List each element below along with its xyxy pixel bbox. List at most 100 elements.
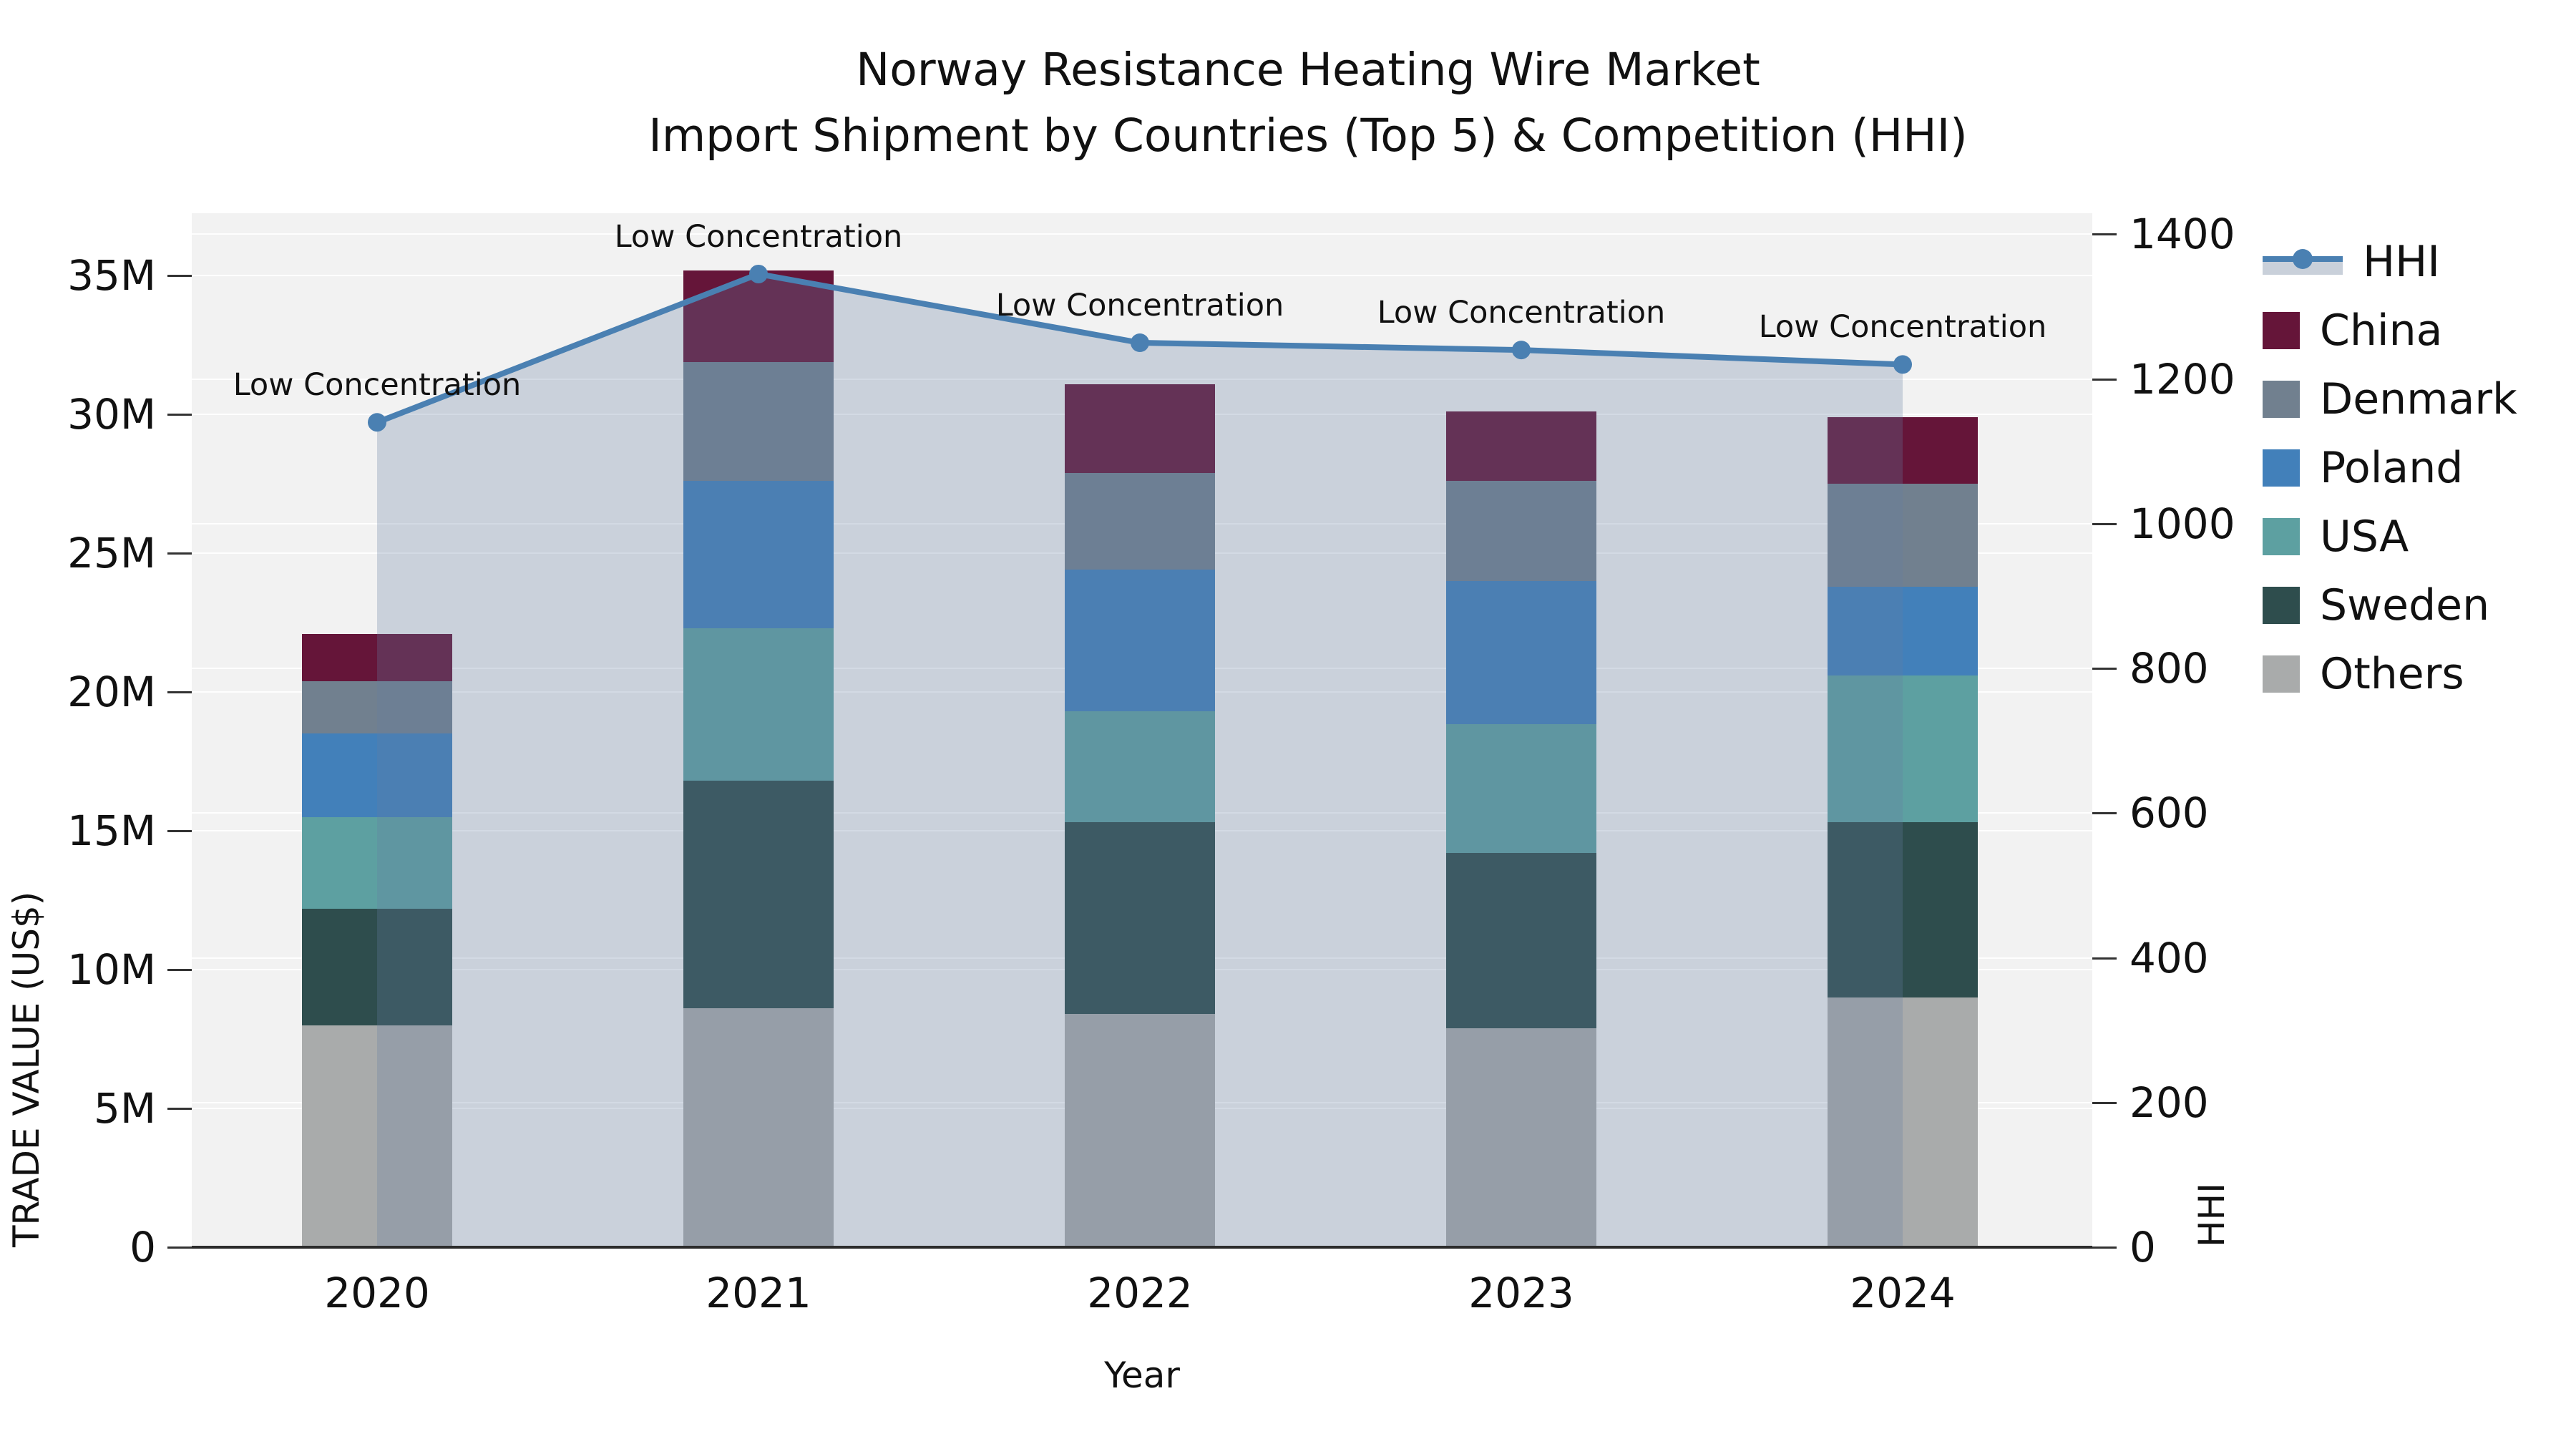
bar-segment-2022-sweden [1065,822,1215,1015]
hhi-overlay [368,264,1912,1247]
bar-segment-2021-denmark [683,361,834,482]
y-left-tick-10M: 10M [67,945,156,995]
bar-segment-2024-usa [1828,675,1978,823]
bar-segment-2023-china [1446,411,1596,482]
legend-swatch-poland [2263,449,2300,487]
bar-segment-2024-poland [1828,586,1978,675]
y-left-tick-5M: 5M [94,1084,156,1133]
y-left-tick-20M: 20M [67,668,156,717]
legend-label-hhi: HHI [2363,237,2440,287]
y-left-tick-15M: 15M [67,806,156,856]
y-left-tickmark [167,969,192,972]
legend-label-sweden: Sweden [2320,580,2490,630]
annotation-2021: Low Concentration [614,218,903,255]
y-right-tickmark [2092,378,2117,381]
bar-segment-2023-sweden [1446,853,1596,1028]
legend-item-sweden: Sweden [2263,571,2517,640]
y-left-tickmark [167,1246,192,1249]
y-left-tickmark [167,552,192,555]
hhi-area [377,273,1903,1247]
legend-label-others: Others [2320,649,2464,699]
hhi-marker-glyph [2293,249,2313,269]
hhi-marker-2022 [1131,333,1149,353]
x-tick-2022: 2022 [1087,1269,1193,1317]
bar-segment-2020-poland [302,733,452,817]
bar-segment-2020-china [302,633,452,681]
y-right-tickmark [2092,522,2117,525]
hhi-marker-2021 [749,264,768,283]
y-right-tickmark [2092,668,2117,670]
bar-segment-2020-others [302,1025,452,1247]
gridline [192,233,2092,235]
bar-segment-2023-denmark [1446,481,1596,581]
bar-segment-2022-poland [1065,570,1215,712]
bar-segment-2024-denmark [1828,484,1978,587]
y-right-tick-600: 600 [2129,789,2209,838]
bar-segment-2021-sweden [683,781,834,1009]
bar-segment-2022-china [1065,384,1215,473]
legend-item-others: Others [2263,640,2517,708]
bar-segment-2024-others [1828,997,1978,1247]
legend-item-hhi: HHI [2263,228,2517,296]
plot-area [192,213,2092,1247]
x-axis-title: Year [1104,1355,1180,1396]
legend-item-poland: Poland [2263,434,2517,502]
chart-title-line1: Norway Resistance Heating Wire Market [856,44,1760,96]
hhi-marker-2020 [368,413,386,432]
annotation-2022: Low Concentration [995,288,1284,323]
y-right-tick-1200: 1200 [2129,354,2235,404]
legend-label-denmark: Denmark [2320,374,2517,424]
y-left-tick-25M: 25M [67,529,156,578]
annotation-2020: Low Concentration [233,367,522,404]
gridline [192,378,2092,380]
y-right-tick-1000: 1000 [2129,499,2235,548]
bar-segment-2020-denmark [302,680,452,734]
legend-swatch-others [2263,655,2300,693]
hhi-line-swatch-icon [2263,249,2343,275]
legend-swatch-sweden [2263,587,2300,624]
bar-segment-2022-others [1065,1014,1215,1247]
gridline [192,275,2092,277]
legend-swatch-usa [2263,518,2300,555]
bar-segment-2024-china [1828,417,1978,484]
legend-swatch-denmark [2263,381,2300,418]
legend-swatch-china [2263,312,2300,349]
bar-segment-2023-poland [1446,580,1596,724]
y-left-tickmark [167,1108,192,1111]
bar-segment-2024-sweden [1828,822,1978,997]
x-tick-2020: 2020 [324,1269,430,1317]
bar-segment-2020-usa [302,816,452,909]
annotation-2023: Low Concentration [1377,295,1666,331]
chart-title-line2: Import Shipment by Countries (Top 5) & C… [648,109,1968,162]
bar-segment-2023-others [1446,1028,1596,1247]
y-left-tick-30M: 30M [67,390,156,439]
x-tick-2024: 2024 [1850,1269,1956,1317]
x-tick-2021: 2021 [706,1269,811,1317]
x-tick-2023: 2023 [1468,1269,1574,1317]
y-right-tick-0: 0 [2129,1223,2156,1272]
bar-segment-2021-poland [683,481,834,628]
y-right-tickmark [2092,1101,2117,1104]
bar-segment-2022-denmark [1065,472,1215,570]
bar-segment-2023-usa [1446,723,1596,854]
y-left-tickmark [167,830,192,833]
legend-item-china: China [2263,296,2517,365]
annotation-2024: Low Concentration [1758,309,2047,346]
y-left-tick-35M: 35M [67,251,156,301]
hhi-marker-2024 [1893,355,1912,374]
bar-segment-2020-sweden [302,908,452,1025]
bar-segment-2021-usa [683,628,834,781]
chart-title: Norway Resistance Heating Wire Market Im… [192,37,2424,169]
y-right-tick-400: 400 [2129,933,2209,982]
y-right-tickmark [2092,957,2117,960]
bar-segment-2022-usa [1065,711,1215,823]
y-right-tick-1400: 1400 [2129,210,2235,259]
legend: HHI China Denmark Poland USA Sweden Others [2263,228,2517,708]
y-left-tickmark [167,275,192,278]
y-left-tick-0: 0 [130,1223,156,1272]
bar-segment-2021-others [683,1008,834,1247]
y-right-tickmark [2092,1246,2117,1249]
legend-item-denmark: Denmark [2263,365,2517,434]
legend-label-china: China [2320,306,2443,356]
